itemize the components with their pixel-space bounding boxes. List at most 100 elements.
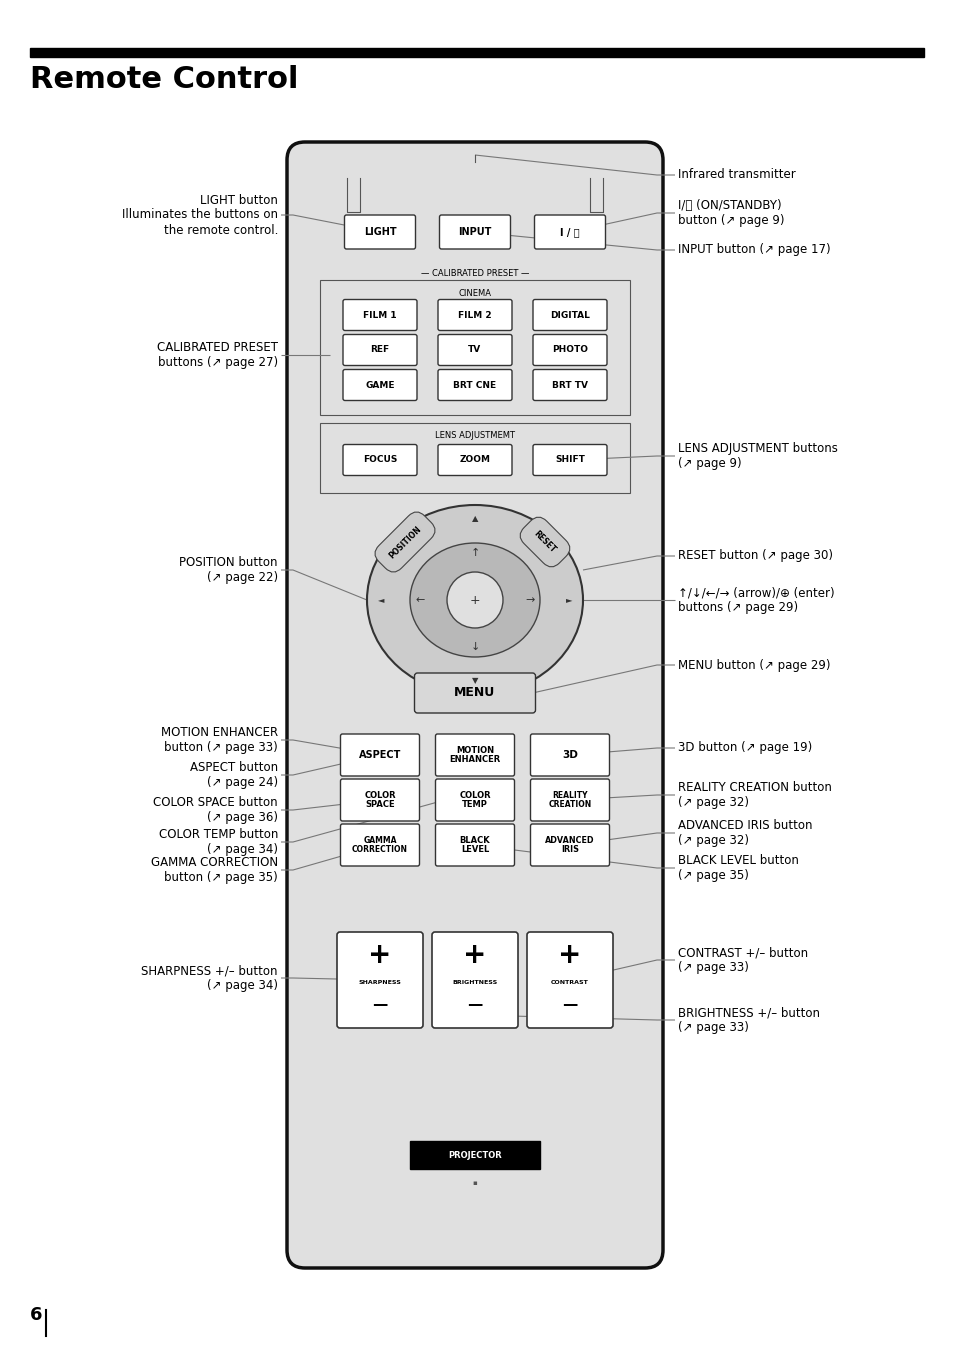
FancyBboxPatch shape: [533, 334, 606, 365]
Text: —: —: [467, 998, 482, 1013]
Text: CINEMA: CINEMA: [458, 288, 491, 297]
Text: ▼: ▼: [471, 676, 477, 685]
Text: POSITION: POSITION: [387, 525, 422, 560]
Ellipse shape: [367, 506, 582, 695]
Text: BRT TV: BRT TV: [552, 380, 587, 389]
Text: ASPECT: ASPECT: [358, 750, 401, 760]
Text: RESET: RESET: [532, 529, 558, 554]
Text: FILM 1: FILM 1: [363, 311, 396, 319]
FancyBboxPatch shape: [437, 369, 512, 400]
Text: INPUT button (↗ page 17): INPUT button (↗ page 17): [678, 243, 830, 257]
FancyBboxPatch shape: [336, 932, 422, 1028]
Text: 3D button (↗ page 19): 3D button (↗ page 19): [678, 741, 811, 754]
Text: — CALIBRATED PRESET —: — CALIBRATED PRESET —: [420, 269, 529, 277]
Text: 6: 6: [30, 1306, 43, 1324]
Text: LENS ADJUSTMEMT: LENS ADJUSTMEMT: [435, 430, 515, 439]
Text: CALIBRATED PRESET
buttons (↗ page 27): CALIBRATED PRESET buttons (↗ page 27): [157, 341, 277, 369]
Text: ◄: ◄: [377, 595, 384, 604]
FancyBboxPatch shape: [435, 734, 514, 776]
Text: TV: TV: [468, 346, 481, 354]
Text: BLACK
LEVEL: BLACK LEVEL: [459, 836, 490, 854]
Ellipse shape: [447, 572, 502, 627]
Text: →: →: [525, 595, 534, 604]
Text: GAMMA
CORRECTION: GAMMA CORRECTION: [352, 836, 408, 854]
Bar: [319, 280, 629, 415]
Text: BLACK LEVEL button
(↗ page 35): BLACK LEVEL button (↗ page 35): [678, 854, 798, 882]
Bar: [319, 423, 629, 493]
Text: COLOR
TEMP: COLOR TEMP: [458, 791, 490, 810]
Text: CONTRAST: CONTRAST: [551, 979, 588, 984]
Text: MENU button (↗ page 29): MENU button (↗ page 29): [678, 658, 830, 672]
FancyBboxPatch shape: [530, 734, 609, 776]
Text: ADVANCED IRIS button
(↗ page 32): ADVANCED IRIS button (↗ page 32): [678, 819, 812, 846]
FancyBboxPatch shape: [530, 823, 609, 867]
FancyBboxPatch shape: [340, 823, 419, 867]
Text: MENU: MENU: [454, 687, 496, 699]
FancyBboxPatch shape: [340, 734, 419, 776]
FancyBboxPatch shape: [343, 369, 416, 400]
FancyBboxPatch shape: [432, 932, 517, 1028]
Text: FOCUS: FOCUS: [362, 456, 396, 465]
Text: +: +: [558, 941, 581, 969]
Text: ZOOM: ZOOM: [459, 456, 490, 465]
FancyBboxPatch shape: [340, 779, 419, 821]
Text: RESET button (↗ page 30): RESET button (↗ page 30): [678, 549, 832, 562]
Text: GAMMA CORRECTION
button (↗ page 35): GAMMA CORRECTION button (↗ page 35): [151, 856, 277, 884]
Text: MOTION ENHANCER
button (↗ page 33): MOTION ENHANCER button (↗ page 33): [161, 726, 277, 754]
Text: PHOTO: PHOTO: [552, 346, 587, 354]
Text: REALITY CREATION button
(↗ page 32): REALITY CREATION button (↗ page 32): [678, 781, 831, 808]
Text: COLOR SPACE button
(↗ page 36): COLOR SPACE button (↗ page 36): [153, 796, 277, 823]
Text: SHARPNESS: SHARPNESS: [358, 979, 401, 984]
Text: PROJECTOR: PROJECTOR: [448, 1151, 501, 1160]
FancyBboxPatch shape: [533, 445, 606, 476]
Text: Remote Control: Remote Control: [30, 65, 298, 95]
Text: LIGHT button
Illuminates the buttons on
the remote control.: LIGHT button Illuminates the buttons on …: [122, 193, 277, 237]
FancyBboxPatch shape: [435, 779, 514, 821]
Text: SHARPNESS +/– button
(↗ page 34): SHARPNESS +/– button (↗ page 34): [141, 964, 277, 992]
Text: ▲: ▲: [471, 515, 477, 523]
Text: +: +: [469, 594, 479, 607]
Text: ↑/↓/←/→ (arrow)/⊕ (enter)
buttons (↗ page 29): ↑/↓/←/→ (arrow)/⊕ (enter) buttons (↗ pag…: [678, 585, 834, 614]
Text: INPUT: INPUT: [457, 227, 491, 237]
Text: 3D: 3D: [561, 750, 578, 760]
Ellipse shape: [410, 544, 539, 657]
FancyBboxPatch shape: [435, 823, 514, 867]
Text: ↑: ↑: [470, 548, 479, 558]
FancyBboxPatch shape: [287, 142, 662, 1268]
FancyBboxPatch shape: [530, 779, 609, 821]
Text: REALITY
CREATION: REALITY CREATION: [548, 791, 591, 810]
Text: REF: REF: [370, 346, 389, 354]
FancyBboxPatch shape: [437, 445, 512, 476]
Text: ←: ←: [415, 595, 424, 604]
FancyBboxPatch shape: [343, 334, 416, 365]
Text: +: +: [368, 941, 392, 969]
Text: ►: ►: [565, 595, 572, 604]
Text: COLOR
SPACE: COLOR SPACE: [364, 791, 395, 810]
Text: FILM 2: FILM 2: [457, 311, 492, 319]
Text: GAME: GAME: [365, 380, 395, 389]
Text: LIGHT: LIGHT: [363, 227, 395, 237]
FancyBboxPatch shape: [533, 369, 606, 400]
FancyBboxPatch shape: [343, 445, 416, 476]
FancyBboxPatch shape: [437, 334, 512, 365]
Text: BRIGHTNESS: BRIGHTNESS: [452, 979, 497, 984]
FancyBboxPatch shape: [344, 215, 416, 249]
FancyBboxPatch shape: [526, 932, 613, 1028]
Text: —: —: [372, 998, 387, 1013]
Text: I / ⏽: I / ⏽: [559, 227, 579, 237]
Text: COLOR TEMP button
(↗ page 34): COLOR TEMP button (↗ page 34): [158, 827, 277, 856]
Text: SHIFT: SHIFT: [555, 456, 584, 465]
Text: MOTION
ENHANCER: MOTION ENHANCER: [449, 746, 500, 764]
Text: +: +: [463, 941, 486, 969]
FancyBboxPatch shape: [437, 300, 512, 330]
Text: ASPECT button
(↗ page 24): ASPECT button (↗ page 24): [190, 761, 277, 790]
Text: LENS ADJUSTMENT buttons
(↗ page 9): LENS ADJUSTMENT buttons (↗ page 9): [678, 442, 837, 470]
Bar: [410, 1141, 539, 1169]
Text: I/⏽ (ON/STANDBY)
button (↗ page 9): I/⏽ (ON/STANDBY) button (↗ page 9): [678, 199, 783, 227]
Text: ↓: ↓: [470, 642, 479, 652]
Text: —: —: [561, 998, 578, 1013]
Text: ▪: ▪: [472, 1180, 476, 1186]
FancyBboxPatch shape: [534, 215, 605, 249]
Text: POSITION button
(↗ page 22): POSITION button (↗ page 22): [179, 556, 277, 584]
Text: Infrared transmitter: Infrared transmitter: [678, 169, 795, 181]
